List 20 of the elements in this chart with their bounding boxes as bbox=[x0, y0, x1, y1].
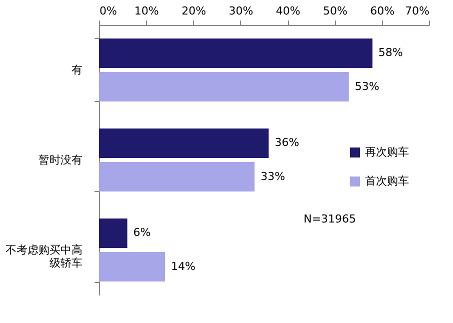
data-label: 58% bbox=[378, 46, 403, 60]
x-tick-label: 70% bbox=[405, 4, 430, 18]
data-label: 6% bbox=[133, 226, 151, 240]
data-label: 53% bbox=[354, 80, 380, 93]
data-label: 14% bbox=[171, 260, 196, 273]
y-tick-label: 暂时没有 bbox=[38, 154, 82, 166]
x-tick-label: 0% bbox=[100, 4, 117, 18]
data-label: 36% bbox=[274, 136, 300, 150]
data-label: 33% bbox=[260, 170, 286, 183]
annotation: N=31965 bbox=[304, 212, 356, 226]
legend-label: 首次购车 bbox=[365, 174, 409, 188]
legend-label: 再次购车 bbox=[365, 146, 409, 158]
x-tick-label: 50% bbox=[322, 4, 348, 18]
x-tick-label: 30% bbox=[228, 4, 254, 18]
y-tick-label: 不考虑购买中高级轿车 bbox=[6, 244, 82, 270]
x-tick-label: 40% bbox=[276, 4, 300, 18]
x-tick-label: 60% bbox=[370, 4, 395, 18]
x-tick-label: 10% bbox=[134, 4, 159, 18]
y-tick-label: 有 bbox=[72, 64, 82, 76]
x-tick-label: 20% bbox=[182, 4, 206, 18]
